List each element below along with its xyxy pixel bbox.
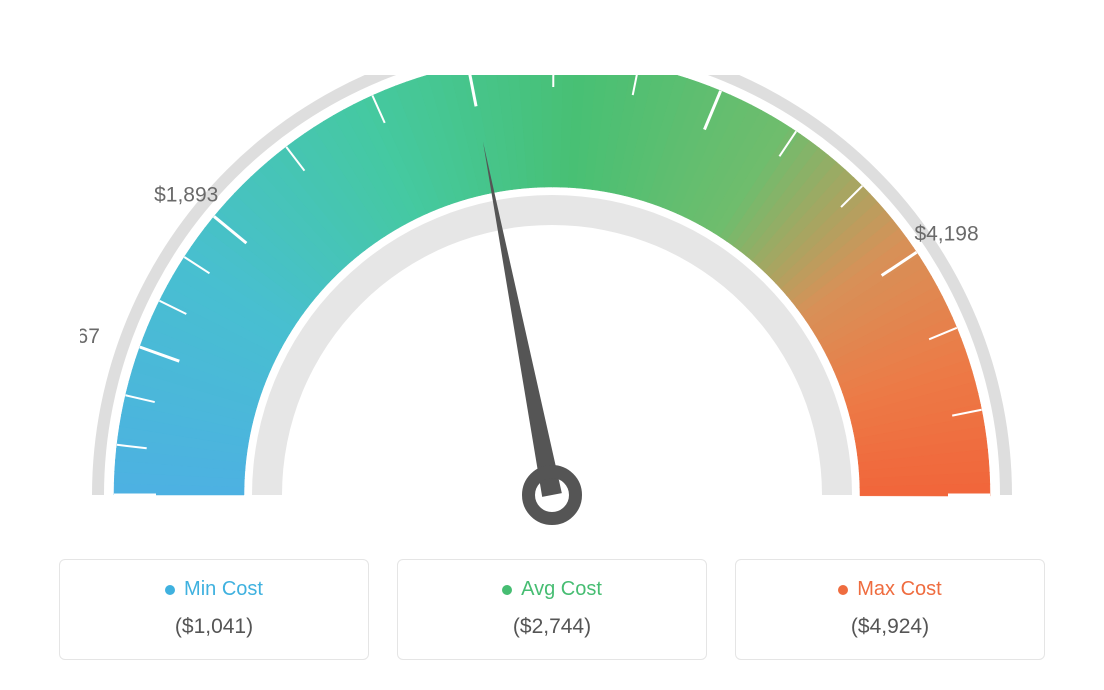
dot-icon bbox=[838, 585, 848, 595]
needle bbox=[483, 142, 562, 497]
legend-row: Min Cost ($1,041) Avg Cost ($2,744) Max … bbox=[59, 559, 1045, 660]
legend-label-text: Max Cost bbox=[857, 578, 941, 601]
gauge-area: $1,041$1,467$1,893$2,744$3,471$4,198$4,9… bbox=[0, 0, 1104, 540]
legend-value-avg: ($2,744) bbox=[418, 615, 686, 639]
main-arc bbox=[114, 75, 990, 496]
legend-label-text: Avg Cost bbox=[521, 578, 602, 601]
legend-card-avg: Avg Cost ($2,744) bbox=[397, 559, 707, 660]
legend-label-avg: Avg Cost bbox=[418, 578, 686, 601]
gauge-svg: $1,041$1,467$1,893$2,744$3,471$4,198$4,9… bbox=[80, 75, 1024, 575]
dot-icon bbox=[165, 585, 175, 595]
legend-value-min: ($1,041) bbox=[80, 615, 348, 639]
tick-label: $4,198 bbox=[914, 222, 978, 245]
legend-label-text: Min Cost bbox=[184, 578, 263, 601]
tick-label: $1,893 bbox=[154, 184, 218, 207]
legend-value-max: ($4,924) bbox=[756, 615, 1024, 639]
legend-card-max: Max Cost ($4,924) bbox=[735, 559, 1045, 660]
dot-icon bbox=[502, 585, 512, 595]
tick-label: $1,467 bbox=[80, 325, 100, 348]
legend-card-min: Min Cost ($1,041) bbox=[59, 559, 369, 660]
legend-label-max: Max Cost bbox=[756, 578, 1024, 601]
cost-gauge-widget: { "gauge": { "type": "gauge", "cx": 472,… bbox=[0, 0, 1104, 690]
legend-label-min: Min Cost bbox=[80, 578, 348, 601]
